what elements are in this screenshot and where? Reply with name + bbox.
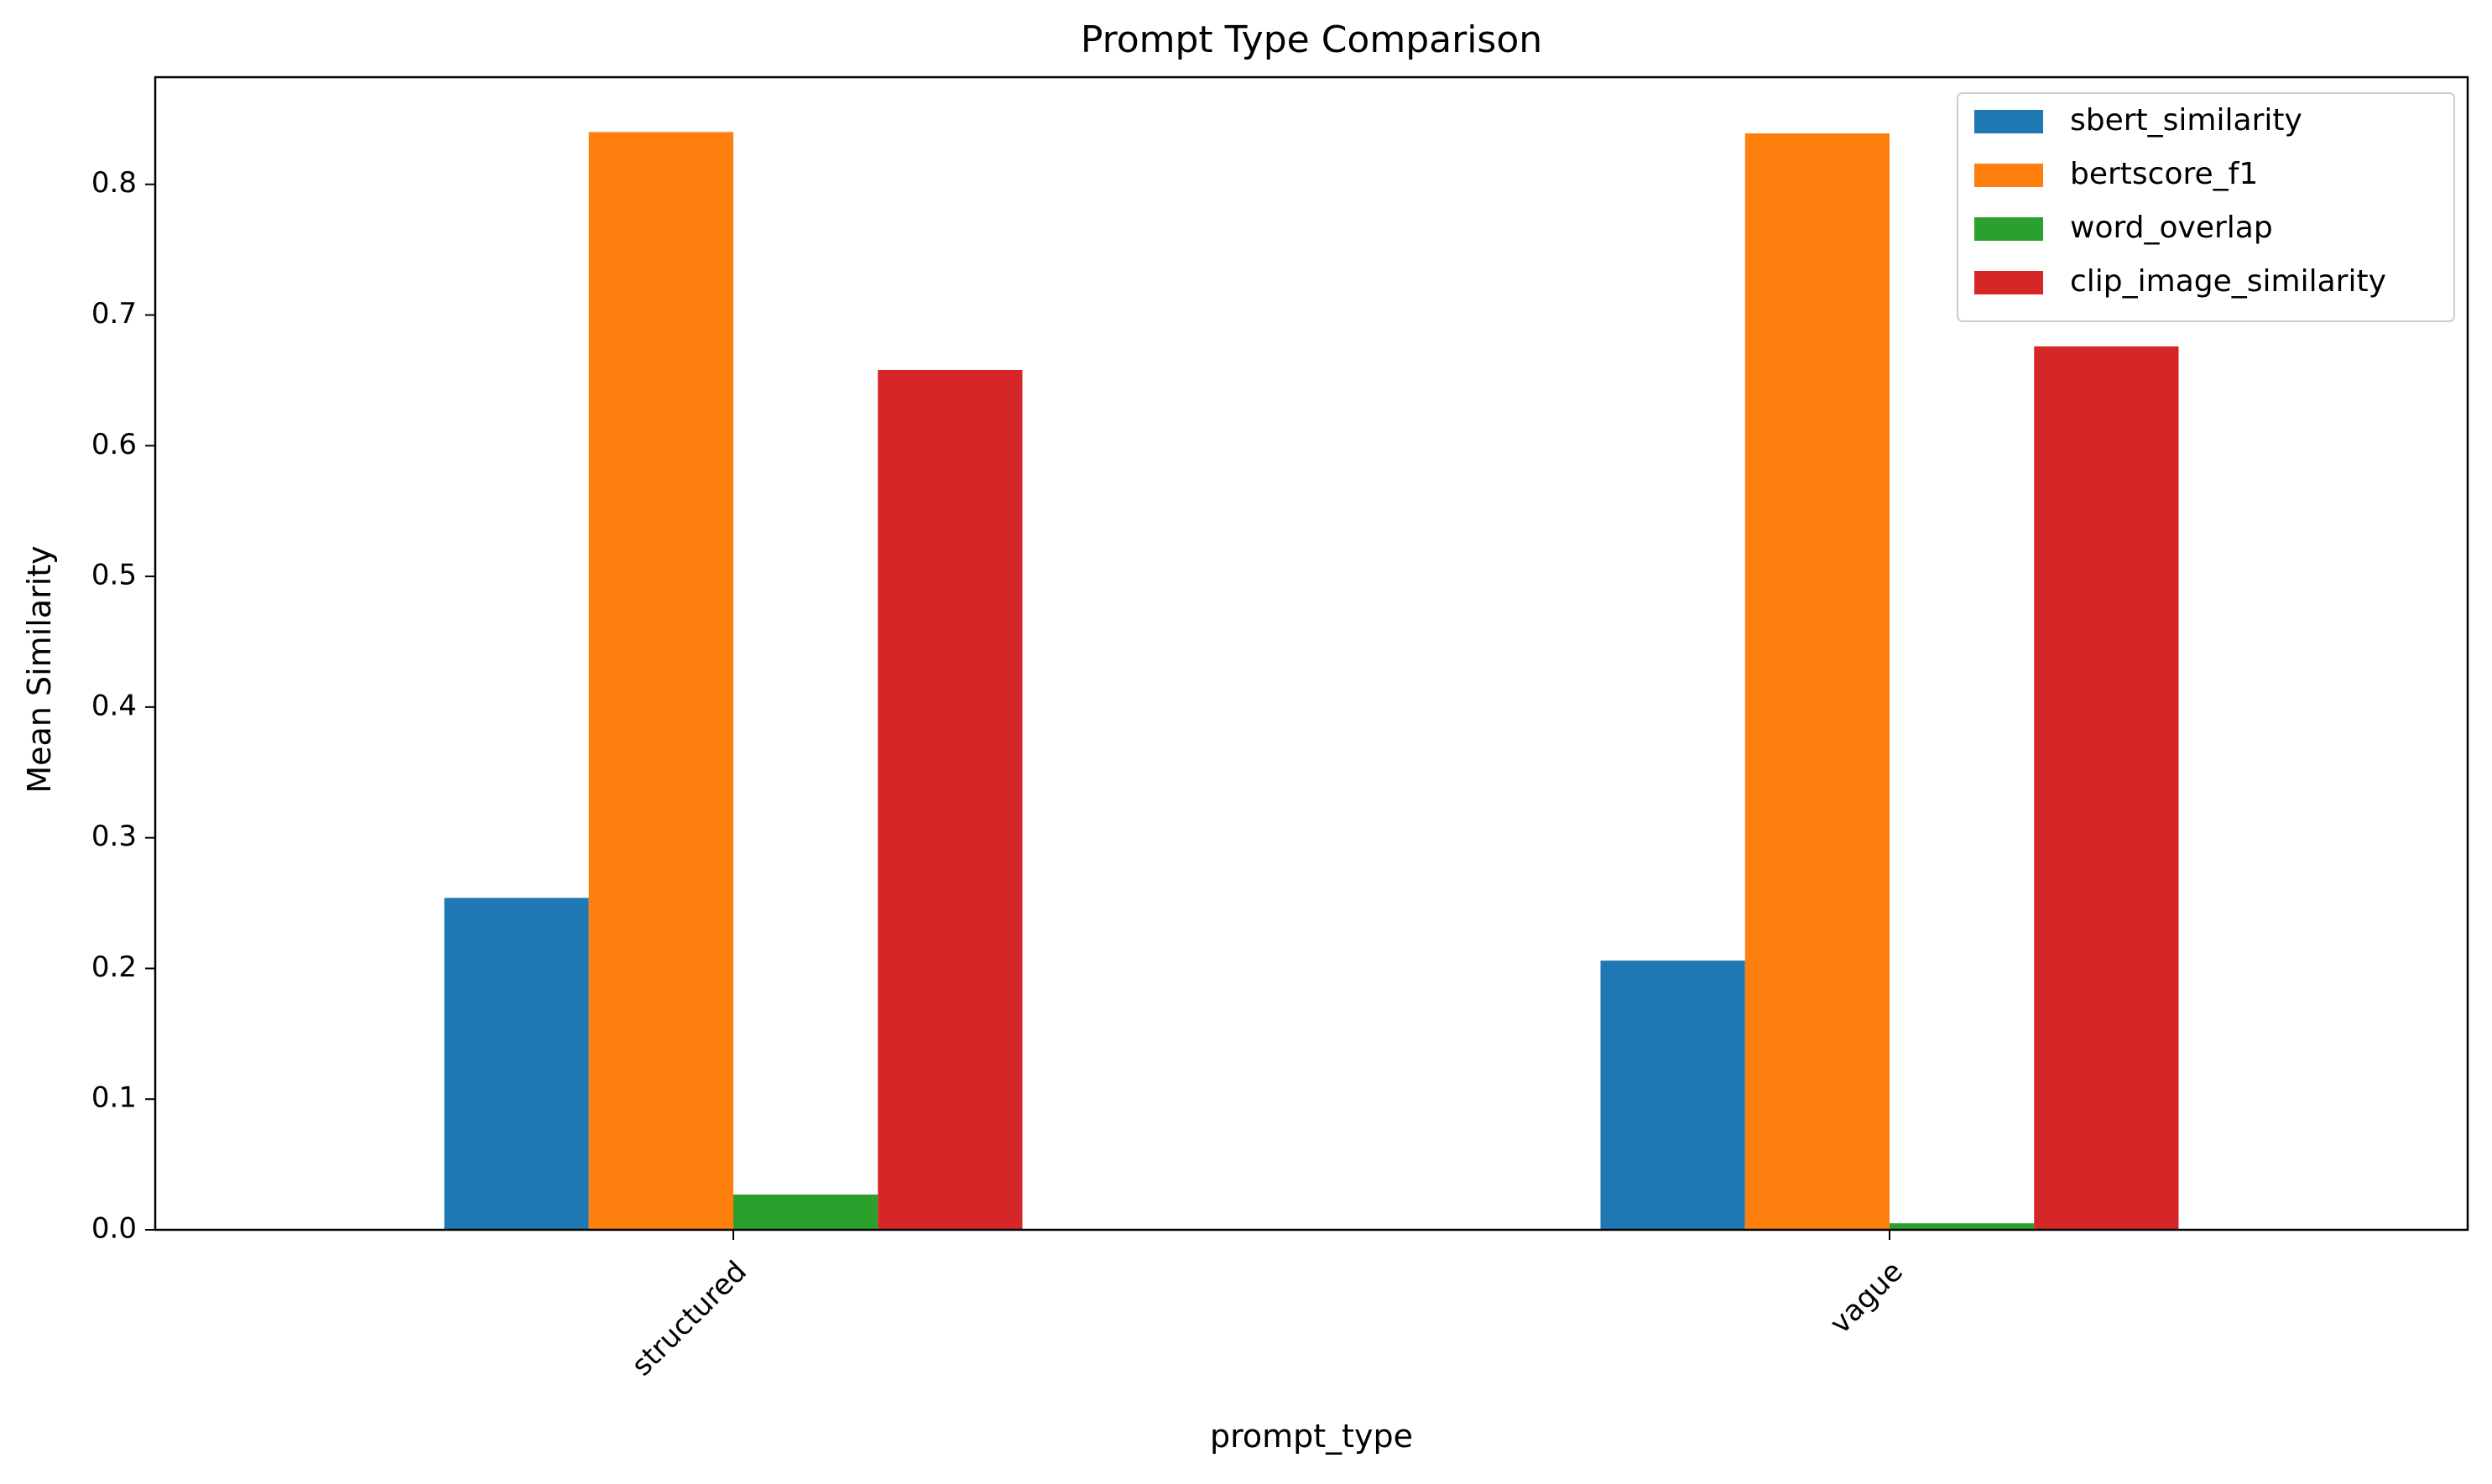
legend-box [1957, 92, 2455, 322]
y-tick-label: 0.5 [91, 559, 137, 592]
x-tick-label: structured [625, 1255, 753, 1383]
legend-swatch-word_overlap [1974, 217, 2043, 241]
y-tick-label: 0.2 [91, 950, 137, 984]
legend: sbert_similarity bertscore_f1 word_overlap… [1957, 92, 2455, 322]
y-axis-label: Mean Similarity [21, 545, 58, 793]
plot-frame [154, 76, 2469, 1231]
legend-swatch-sbert_similarity [1974, 110, 2043, 133]
x-axis-label: prompt_type [1210, 1418, 1413, 1455]
y-tick-label: 0.8 [91, 166, 137, 200]
bar-clip_image_similarity-structured [878, 369, 1023, 1230]
bar-sbert_similarity-structured [444, 898, 589, 1230]
legend-swatch-bertscore_f1 [1974, 164, 2043, 187]
legend-label-sbert_similarity: sbert_similarity [2070, 103, 2302, 138]
y-tick-label: 0.0 [91, 1212, 137, 1246]
bar-word_overlap-structured [733, 1194, 878, 1230]
y-tick-label: 0.6 [91, 428, 137, 461]
bar-word_overlap-vague [1890, 1223, 2035, 1230]
chart-title: Prompt Type Comparison [1081, 18, 1542, 61]
bar-clip_image_similarity-vague [2034, 346, 2179, 1230]
bar-bertscore_f1-structured [588, 132, 733, 1230]
legend-label-word_overlap: word_overlap [2070, 211, 2273, 245]
legend-label-bertscore_f1: bertscore_f1 [2070, 157, 2258, 191]
y-tick-label: 0.7 [91, 297, 137, 331]
bar-bertscore_f1-vague [1744, 133, 1890, 1231]
y-tick-label: 0.3 [91, 820, 137, 853]
legend-label-clip_image_similarity: clip_image_similarity [2070, 264, 2386, 299]
y-tick-label: 0.1 [91, 1081, 137, 1115]
bar-sbert_similarity-vague [1600, 961, 1745, 1230]
x-tick-label: vague [1823, 1255, 1910, 1341]
y-tick-label: 0.4 [91, 689, 137, 722]
legend-swatch-clip_image_similarity [1974, 271, 2043, 294]
bars-layer [444, 132, 2179, 1231]
